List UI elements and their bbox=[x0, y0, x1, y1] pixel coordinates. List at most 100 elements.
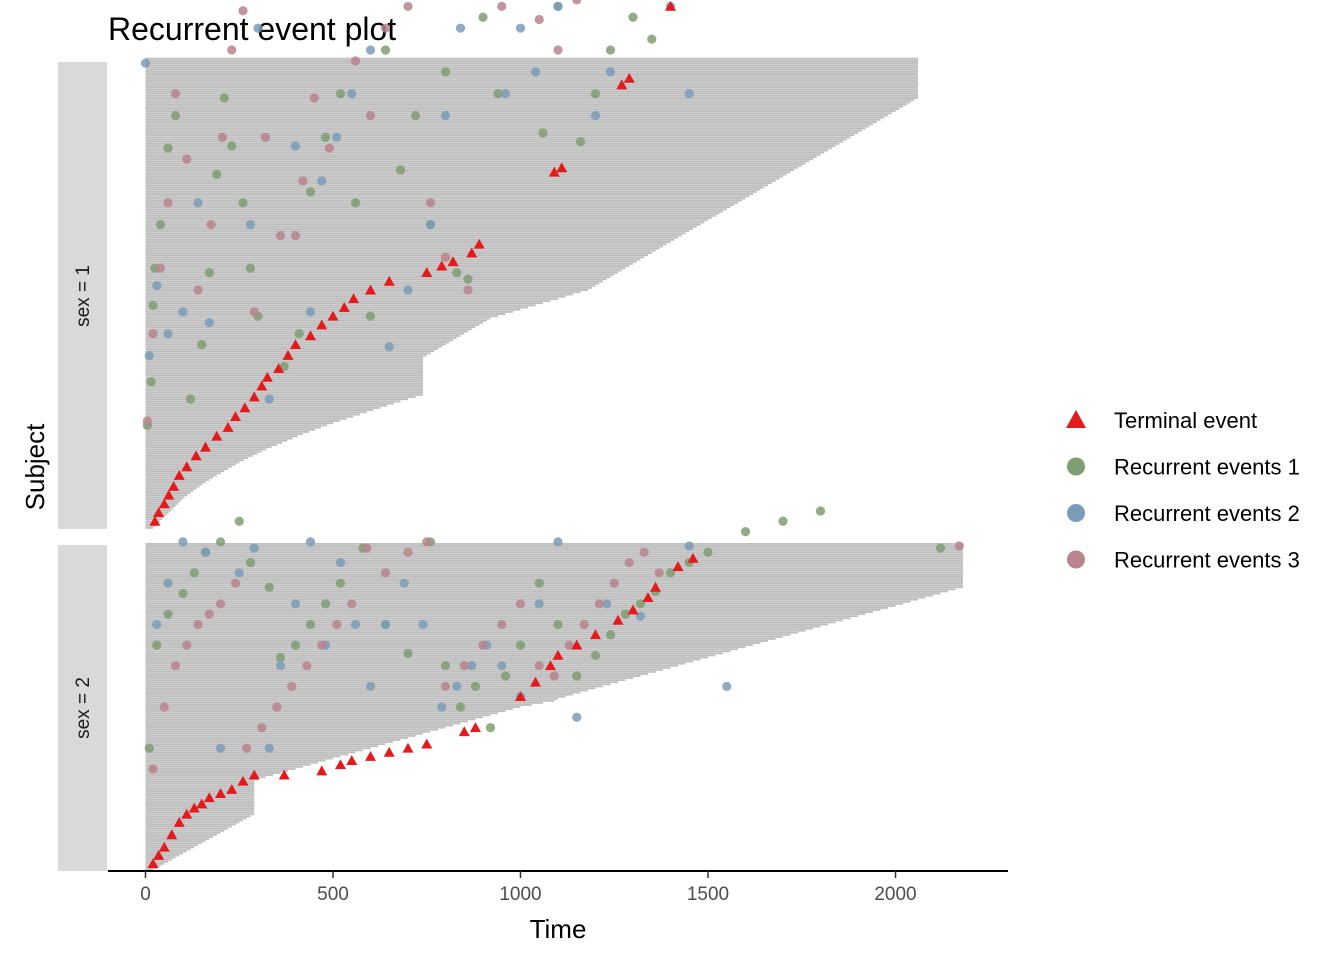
followup-bar bbox=[145, 677, 633, 680]
terminal-event-marker bbox=[163, 489, 175, 500]
followup-bar bbox=[145, 838, 210, 840]
recurrent-event-2-point bbox=[152, 281, 162, 291]
followup-bar bbox=[145, 751, 356, 754]
followup-bar bbox=[145, 699, 555, 702]
followup-bar bbox=[145, 295, 566, 298]
followup-bar bbox=[145, 404, 387, 407]
recurrent-event-1-point bbox=[440, 661, 451, 671]
panel-sex-2 bbox=[144, 506, 964, 871]
followup-bar bbox=[145, 444, 277, 446]
recurrent-event-2-point bbox=[253, 23, 263, 33]
recurrent-event-1-point bbox=[620, 609, 631, 619]
recurrent-event-3-point bbox=[170, 89, 181, 99]
followup-bar bbox=[145, 131, 858, 134]
recurrent-event-1-point bbox=[234, 516, 244, 526]
recurrent-event-2-point bbox=[350, 619, 361, 630]
followup-bar bbox=[145, 225, 697, 228]
recurrent-event-1-point bbox=[197, 340, 207, 350]
chart-title: Recurrent event plot bbox=[108, 11, 396, 47]
followup-bar bbox=[145, 179, 776, 182]
recurrent-event-3-point bbox=[170, 661, 181, 671]
terminal-event-marker bbox=[436, 260, 448, 271]
recurrent-event-3-point bbox=[609, 578, 619, 588]
followup-bar bbox=[145, 809, 255, 812]
followup-bar bbox=[145, 743, 386, 746]
recurrent-event-3-point bbox=[217, 132, 227, 142]
followup-bar bbox=[145, 798, 255, 801]
recurrent-event-2-point bbox=[347, 89, 357, 99]
recurrent-event-3-point bbox=[142, 416, 152, 426]
recurrent-event-1-point bbox=[605, 45, 616, 55]
followup-bar bbox=[145, 679, 626, 682]
followup-bar bbox=[145, 621, 836, 624]
recurrent-event-1-point bbox=[152, 640, 162, 650]
followup-bar bbox=[145, 328, 472, 331]
followup-bar bbox=[145, 171, 791, 174]
terminal-event-marker bbox=[530, 676, 541, 687]
x-tick-label: 1500 bbox=[687, 884, 729, 905]
followup-bar bbox=[145, 792, 255, 795]
followup-bar bbox=[145, 660, 693, 663]
followup-bar bbox=[145, 203, 735, 206]
followup-bar bbox=[145, 308, 521, 311]
followup-bar bbox=[145, 784, 255, 787]
followup-bar bbox=[145, 640, 768, 642]
followup-bar bbox=[145, 852, 183, 855]
followup-bar bbox=[145, 623, 828, 626]
followup-bar bbox=[145, 79, 918, 82]
followup-bar bbox=[145, 796, 255, 799]
recurrent-event-2-point bbox=[317, 176, 327, 186]
x-axis-title: Time bbox=[530, 914, 587, 944]
recurrent-event-3-point bbox=[549, 671, 559, 681]
followup-bar bbox=[145, 739, 401, 741]
recurrent-event-2-point bbox=[403, 285, 413, 295]
followup-bar bbox=[145, 83, 918, 86]
terminal-event-marker bbox=[383, 275, 395, 286]
followup-bar bbox=[145, 99, 915, 102]
legend-label: Recurrent events 2 bbox=[1114, 501, 1300, 526]
followup-bar bbox=[145, 650, 731, 653]
recurrent-event-1-point bbox=[350, 198, 361, 208]
terminal-event-marker bbox=[168, 480, 180, 491]
recurrent-event-2-point bbox=[500, 89, 511, 99]
terminal-event-marker bbox=[239, 402, 251, 413]
followup-bar bbox=[145, 559, 963, 562]
followup-bar bbox=[145, 197, 746, 200]
followup-bar bbox=[145, 64, 918, 67]
followup-bar bbox=[145, 576, 963, 578]
facet-strip-sex-2 bbox=[58, 545, 107, 871]
followup-bar bbox=[145, 81, 918, 84]
followup-bar bbox=[145, 790, 255, 793]
followup-bar bbox=[145, 840, 206, 843]
recurrent-event-1-point bbox=[144, 743, 154, 753]
followup-bar bbox=[145, 118, 881, 121]
terminal-event-marker bbox=[173, 817, 185, 827]
recurrent-event-1-point bbox=[320, 599, 331, 609]
recurrent-event-2-point bbox=[332, 132, 342, 142]
recurrent-event-3-point bbox=[215, 599, 226, 609]
terminal-event-marker bbox=[153, 507, 165, 518]
followup-bar bbox=[145, 763, 311, 766]
followup-bar bbox=[145, 321, 483, 324]
legend-label: Terminal event bbox=[1114, 408, 1257, 433]
terminal-event-marker bbox=[545, 660, 556, 671]
recurrent-event-3-point bbox=[459, 661, 469, 671]
recurrent-event-2-point bbox=[384, 342, 394, 352]
followup-bar bbox=[145, 97, 918, 99]
terminal-event-marker bbox=[365, 284, 376, 295]
followup-bar bbox=[145, 580, 963, 583]
followup-bar bbox=[145, 817, 247, 820]
followup-bar bbox=[145, 600, 911, 603]
recurrent-event-1-point bbox=[538, 128, 548, 138]
terminal-event-marker bbox=[548, 166, 560, 177]
recurrent-event-1-point bbox=[245, 557, 256, 568]
x-tick-label: 500 bbox=[317, 884, 349, 905]
followup-bar bbox=[145, 339, 453, 342]
recurrent-event-3-point bbox=[204, 609, 214, 619]
followup-bar bbox=[145, 573, 963, 576]
recurrent-event-2-point bbox=[305, 307, 316, 317]
followup-bar bbox=[145, 860, 168, 863]
followup-bar bbox=[145, 406, 381, 409]
followup-bar bbox=[145, 182, 772, 185]
followup-bar bbox=[145, 134, 855, 137]
